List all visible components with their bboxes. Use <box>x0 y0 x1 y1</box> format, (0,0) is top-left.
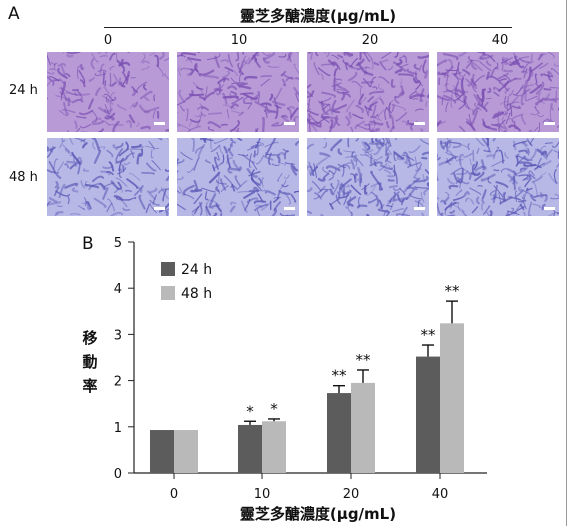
x-tick-label: 20 <box>343 487 360 502</box>
significance-marker: ** <box>332 367 348 385</box>
panel-a-letter: A <box>8 4 20 24</box>
x-tick-label: 10 <box>254 487 271 502</box>
dose-label-40: 40 <box>491 33 509 48</box>
y-axis-label-char: 移 <box>82 329 98 347</box>
y-axis-label-char: 率 <box>82 377 98 395</box>
bar <box>440 323 464 473</box>
scale-bar <box>544 122 555 125</box>
bar <box>238 424 262 473</box>
scale-bar <box>414 122 425 125</box>
significance-marker: * <box>246 402 254 420</box>
significance-marker: ** <box>421 326 437 344</box>
micrograph-48h-0 <box>47 138 169 216</box>
micrograph-48h-20 <box>307 138 429 216</box>
scale-bar <box>154 207 165 210</box>
y-tick-label: 1 <box>114 421 122 436</box>
panel-a-title-rule <box>104 27 512 28</box>
y-axis-label: 移 動 率 <box>81 326 99 398</box>
micrograph-48h-10 <box>177 138 299 216</box>
y-tick-label: 5 <box>114 236 122 251</box>
bar <box>416 356 440 473</box>
y-tick-label: 2 <box>114 375 122 390</box>
scale-bar <box>544 207 555 210</box>
panel-a-concentration-title: 靈芝多醣濃度(μg/mL) <box>240 7 397 25</box>
x-axis-title: 靈芝多醣濃度(μg/mL) <box>240 505 396 523</box>
scale-bar <box>154 122 165 125</box>
micrograph-24h-10 <box>177 52 299 132</box>
y-tick-label: 4 <box>114 282 122 297</box>
significance-marker: ** <box>356 351 372 369</box>
legend-label: 48 h <box>181 286 212 302</box>
row-label-24h: 24 h <box>9 83 38 98</box>
legend-swatch <box>161 286 175 300</box>
legend-swatch <box>161 262 175 276</box>
scale-bar <box>284 122 295 125</box>
bar <box>174 430 198 473</box>
dose-label-20: 20 <box>361 33 379 48</box>
dose-label-10: 10 <box>230 33 248 48</box>
significance-marker: ** <box>445 282 461 300</box>
micrograph-24h-20 <box>307 52 429 132</box>
y-axis-label-char: 動 <box>82 353 98 371</box>
micrograph-24h-0 <box>47 52 169 132</box>
page-border <box>566 0 567 526</box>
x-tick-label: 0 <box>170 487 178 502</box>
x-tick-label: 40 <box>432 487 449 502</box>
micrograph-48h-40 <box>437 138 559 216</box>
row-label-48h: 48 h <box>9 170 38 185</box>
micrograph-24h-40 <box>437 52 559 132</box>
significance-marker: * <box>270 400 278 418</box>
bar <box>351 382 375 473</box>
bar <box>327 393 351 473</box>
legend-label: 24 h <box>181 262 212 278</box>
panel-b-letter: B <box>82 234 94 254</box>
scale-bar <box>284 207 295 210</box>
dose-label-0: 0 <box>103 33 113 48</box>
bar <box>150 430 174 473</box>
y-tick-label: 3 <box>114 328 122 343</box>
y-tick-label: 0 <box>114 467 122 482</box>
scale-bar <box>414 207 425 210</box>
bar <box>262 421 286 473</box>
